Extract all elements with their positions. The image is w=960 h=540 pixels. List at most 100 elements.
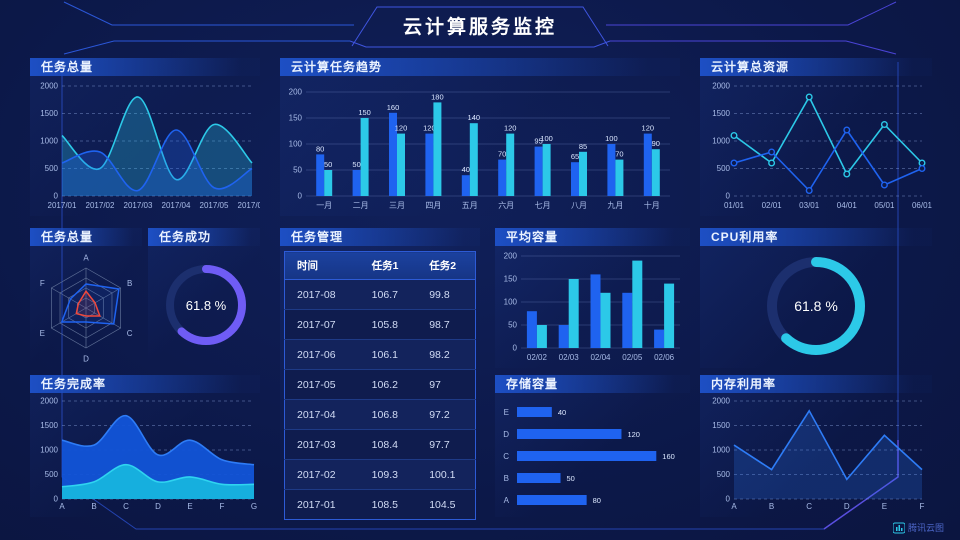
panel-title: 云计算任务趋势 xyxy=(280,58,680,76)
task-total-line-chart: 0 500 1000 1500 2000 2017/01 2017/02 2017/03 201… xyxy=(40,82,260,211)
table-cell: 97.2 xyxy=(417,399,476,430)
table-cell: 108.4 xyxy=(359,429,418,460)
svg-text:E: E xyxy=(40,329,45,338)
svg-text:F: F xyxy=(40,279,45,288)
svg-text:A: A xyxy=(83,254,89,263)
svg-text:50: 50 xyxy=(293,166,302,175)
svg-text:2000: 2000 xyxy=(712,82,730,91)
svg-text:2017/01: 2017/01 xyxy=(48,201,77,210)
svg-text:七月: 七月 xyxy=(535,201,551,210)
svg-text:0: 0 xyxy=(726,495,731,504)
svg-text:150: 150 xyxy=(289,114,303,123)
svg-text:500: 500 xyxy=(45,470,59,479)
svg-text:500: 500 xyxy=(717,470,731,479)
svg-text:B: B xyxy=(769,502,774,511)
svg-text:40: 40 xyxy=(462,165,470,174)
panel-title: 任务完成率 xyxy=(30,375,260,393)
svg-text:05/01: 05/01 xyxy=(874,201,895,210)
panel-title: 任务管理 xyxy=(280,228,480,246)
panel-title: 存储容量 xyxy=(495,375,690,393)
panel-task-table: 任务管理 时间 任务1 任务2 2017-08 106.7 99.8 2017-07 105… xyxy=(280,228,480,520)
svg-text:2000: 2000 xyxy=(40,82,58,91)
table-row: 2017-01 108.5 104.5 xyxy=(284,489,476,520)
svg-text:E: E xyxy=(504,408,509,417)
svg-text:C: C xyxy=(806,502,812,511)
panel-task-radar: 任务总量 A B C D E F xyxy=(30,228,142,368)
svg-text:2017/03: 2017/03 xyxy=(124,201,153,210)
table-cell: 106.2 xyxy=(359,369,418,400)
page-title: 云计算服务监控 xyxy=(402,17,557,38)
svg-text:十月: 十月 xyxy=(644,200,660,210)
panel-title: 任务成功 xyxy=(148,228,260,246)
svg-text:200: 200 xyxy=(289,88,303,97)
table-cell: 100.1 xyxy=(417,459,476,490)
svg-text:40: 40 xyxy=(558,408,566,417)
svg-text:03/01: 03/01 xyxy=(799,201,820,210)
svg-text:80: 80 xyxy=(593,496,601,505)
panel-title: 任务总量 xyxy=(30,58,260,76)
table-cell: 2017-08 xyxy=(284,279,360,310)
svg-text:0: 0 xyxy=(513,344,518,353)
svg-text:九月: 九月 xyxy=(607,201,623,210)
svg-text:02/04: 02/04 xyxy=(590,353,611,362)
svg-text:2017/02: 2017/02 xyxy=(86,201,115,210)
panel-cpu-usage: CPU利用率 61.8 % xyxy=(700,228,932,368)
svg-text:70: 70 xyxy=(615,150,623,159)
svg-text:A: A xyxy=(504,496,510,505)
brand-name: 腾讯云图 xyxy=(907,523,944,533)
completion-area-chart: 0 500 1000 1500 2000 A B C D E F G xyxy=(40,397,257,512)
table-header-cell: 任务2 xyxy=(417,251,476,280)
svg-text:100: 100 xyxy=(540,134,553,143)
svg-text:02/05: 02/05 xyxy=(622,353,643,362)
svg-text:120: 120 xyxy=(395,124,408,133)
svg-text:100: 100 xyxy=(605,134,618,143)
storage-hbar-chart: E 40 D 120 C 160 B 50 A 80 xyxy=(503,407,675,505)
svg-text:120: 120 xyxy=(423,124,436,133)
svg-text:B: B xyxy=(504,474,509,483)
panel-task-success: 任务成功 61.8 % xyxy=(148,228,260,368)
svg-text:200: 200 xyxy=(504,252,518,261)
svg-text:1000: 1000 xyxy=(40,137,58,146)
table-cell: 104.5 xyxy=(417,489,476,520)
svg-text:A: A xyxy=(731,502,737,511)
table-row: 2017-03 108.4 97.7 xyxy=(284,429,476,460)
table-cell: 106.1 xyxy=(359,339,418,370)
table-cell: 2017-04 xyxy=(284,399,360,430)
panel-title: 任务总量 xyxy=(30,228,142,246)
svg-text:150: 150 xyxy=(504,275,518,284)
svg-text:0: 0 xyxy=(54,192,59,201)
svg-text:二月: 二月 xyxy=(353,201,369,210)
task-table-body: 2017-08 106.7 99.8 2017-07 105.8 98.7 2017-06 1… xyxy=(284,279,476,520)
svg-text:1500: 1500 xyxy=(712,421,730,430)
success-gauge: 61.8 % xyxy=(166,265,246,345)
panel-title: 内存利用率 xyxy=(700,375,932,393)
svg-text:八月: 八月 xyxy=(571,201,587,210)
svg-text:1500: 1500 xyxy=(40,109,58,118)
svg-text:F: F xyxy=(920,502,925,511)
table-row: 2017-04 106.8 97.2 xyxy=(284,399,476,430)
table-cell: 106.8 xyxy=(359,399,418,430)
svg-text:0: 0 xyxy=(726,192,731,201)
svg-text:四月: 四月 xyxy=(425,201,441,210)
svg-text:80: 80 xyxy=(316,144,324,153)
svg-text:2017/04: 2017/04 xyxy=(162,201,191,210)
svg-text:150: 150 xyxy=(358,108,371,117)
svg-text:F: F xyxy=(220,502,225,511)
svg-text:02/06: 02/06 xyxy=(654,353,675,362)
memory-line-chart: 0 500 1000 1500 2000 A B C D E F xyxy=(712,397,925,512)
table-cell: 106.7 xyxy=(359,279,418,310)
table-row: 2017-06 106.1 98.2 xyxy=(284,339,476,370)
panel-memory: 内存利用率 0 500 1000 1500 2000 A B C D E F xyxy=(700,375,932,517)
table-cell: 99.8 xyxy=(417,279,476,310)
svg-text:180: 180 xyxy=(431,92,444,101)
svg-text:50: 50 xyxy=(567,474,575,483)
svg-text:C: C xyxy=(123,502,129,511)
svg-text:D: D xyxy=(503,430,509,439)
svg-text:五月: 五月 xyxy=(462,201,478,210)
table-cell: 109.3 xyxy=(359,459,418,490)
svg-text:六月: 六月 xyxy=(498,200,514,210)
svg-text:一月: 一月 xyxy=(316,201,332,210)
svg-text:90: 90 xyxy=(652,139,660,148)
